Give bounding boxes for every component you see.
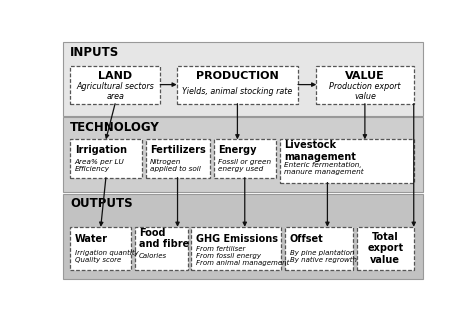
FancyBboxPatch shape [63, 117, 423, 192]
FancyBboxPatch shape [177, 66, 298, 104]
Text: Irrigation: Irrigation [75, 145, 127, 155]
Text: INPUTS: INPUTS [70, 46, 119, 59]
FancyBboxPatch shape [70, 66, 160, 104]
FancyBboxPatch shape [63, 194, 423, 279]
Text: Food
and fibre: Food and fibre [139, 228, 189, 249]
Text: GHG Emissions: GHG Emissions [196, 234, 278, 244]
Text: Fossil or green
energy used: Fossil or green energy used [218, 159, 271, 172]
FancyBboxPatch shape [135, 227, 188, 270]
Text: Water: Water [75, 234, 108, 244]
Text: Yields, animal stocking rate: Yields, animal stocking rate [182, 87, 292, 96]
Text: Calories: Calories [139, 253, 167, 259]
FancyBboxPatch shape [70, 140, 142, 178]
Text: Total
export
value: Total export value [367, 232, 403, 265]
Text: Nitrogen
applied to soil: Nitrogen applied to soil [150, 159, 201, 172]
FancyBboxPatch shape [213, 140, 276, 178]
FancyBboxPatch shape [316, 66, 414, 104]
Text: Area% per LU
Efficiency: Area% per LU Efficiency [75, 159, 125, 172]
FancyBboxPatch shape [146, 140, 210, 178]
FancyBboxPatch shape [357, 227, 414, 270]
Text: Production export
value: Production export value [329, 82, 401, 101]
Text: Energy: Energy [218, 145, 256, 155]
Text: VALUE: VALUE [345, 71, 385, 81]
Text: Livestock
management: Livestock management [284, 140, 356, 162]
Text: From fertiliser
From fossil energy
From animal management: From fertiliser From fossil energy From … [196, 246, 289, 266]
FancyBboxPatch shape [70, 227, 131, 270]
Text: By pine plantation
By native regrowth: By pine plantation By native regrowth [290, 250, 356, 263]
Text: Agricultural sectors
area: Agricultural sectors area [76, 82, 154, 101]
FancyBboxPatch shape [63, 42, 423, 116]
Text: Offset: Offset [290, 234, 323, 244]
Text: Enteric fermentation,
manure management: Enteric fermentation, manure management [284, 162, 364, 175]
Text: Irrigation quantity
Quality score: Irrigation quantity Quality score [75, 250, 138, 263]
Text: OUTPUTS: OUTPUTS [70, 197, 133, 210]
Text: LAND: LAND [98, 71, 132, 81]
Text: TECHNOLOGY: TECHNOLOGY [70, 121, 160, 134]
Text: PRODUCTION: PRODUCTION [196, 71, 279, 81]
FancyBboxPatch shape [280, 140, 414, 182]
Text: Fertilizers: Fertilizers [150, 145, 206, 155]
FancyBboxPatch shape [191, 227, 282, 270]
FancyBboxPatch shape [285, 227, 353, 270]
